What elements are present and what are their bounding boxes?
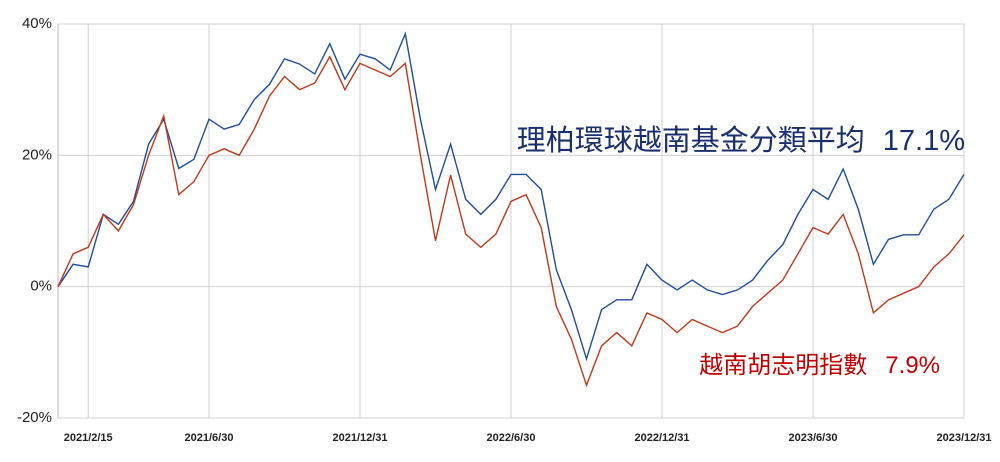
x-tick-label: 2022/6/30	[487, 432, 536, 444]
y-tick-label: 40%	[22, 15, 52, 32]
x-tick-label: 2021/2/15	[64, 432, 113, 444]
x-tick-label: 2021/12/31	[332, 432, 387, 444]
series-line	[57, 55, 965, 388]
y-tick-label: 0%	[30, 278, 52, 295]
x-tick-label: 2021/6/30	[185, 432, 234, 444]
legend-entry: 越南胡志明指數	[699, 352, 867, 379]
x-tick-label: 2023/12/31	[936, 432, 991, 444]
series-line	[57, 31, 965, 362]
x-tick-label: 2023/6/30	[789, 432, 838, 444]
y-tick-label: -20%	[17, 409, 52, 426]
series-end-label: 理柏環球越南基金分類平均 17.1%	[517, 124, 965, 157]
value-label: 7.9%	[885, 352, 940, 379]
value-label: 17.1%	[883, 125, 965, 157]
legend-entry: 理柏環球越南基金分類平均	[517, 124, 865, 157]
y-tick-label: 20%	[22, 146, 52, 163]
series-end-label: 越南胡志明指數 7.9%	[699, 352, 940, 379]
x-tick-label: 2022/12/31	[634, 432, 689, 444]
